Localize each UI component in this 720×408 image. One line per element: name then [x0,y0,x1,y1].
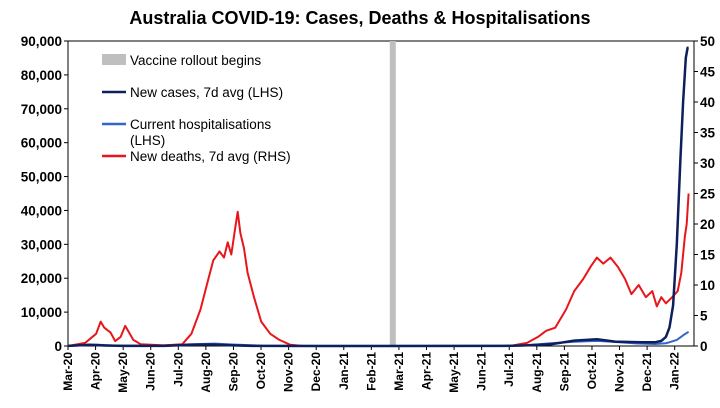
x-tick-label: Dec-20 [309,352,323,392]
legend-label-0: New cases, 7d avg (LHS) [130,85,283,100]
x-tick-label: Nov-21 [613,352,627,392]
x-axis: Mar-20 Apr-20 May-20 Jun-20 Jul-20 Aug-20 Sep-… [61,346,682,393]
left-y-axis: 0 10,000 20,000 30,000 40,000 50,000 60,000 70,… [21,34,68,354]
x-tick-label: Jan-22 [668,352,682,390]
vaccine-rollout-band [389,41,396,346]
left-tick-label: 20,000 [21,271,62,286]
left-tick-label: 80,000 [21,68,62,83]
chart-title: Australia COVID-19: Cases, Deaths & Hosp… [129,8,590,28]
series-line-0 [67,46,689,348]
x-tick-label: Jun-21 [475,352,489,391]
legend-swatch-vaccine [102,54,126,65]
x-tick-label: Oct-20 [254,352,268,390]
x-tick-label: Aug-20 [199,352,213,393]
right-tick-label: 50 [700,34,715,49]
legend-label-2: New deaths, 7d avg (RHS) [130,149,291,164]
x-tick-label: Mar-20 [61,352,75,391]
right-tick-label: 40 [700,95,715,110]
x-tick-label: Jan-21 [337,352,351,390]
right-tick-label: 30 [700,156,715,171]
right-tick-label: 10 [700,278,715,293]
right-tick-label: 5 [700,309,708,324]
x-tick-label: Oct-21 [585,352,599,390]
left-tick-label: 0 [54,339,62,354]
x-tick-label: Jul-20 [171,352,185,387]
right-tick-label: 35 [700,126,716,141]
right-tick-label: 0 [700,339,708,354]
x-tick-label: Feb-21 [364,352,378,391]
legend-label-1: Current hospitalisations [130,117,271,132]
x-tick-label: Apr-20 [89,352,103,390]
vaccine-rollout-marker [389,41,396,346]
x-tick-label: Aug-21 [530,352,544,393]
series-layer [67,46,690,348]
left-tick-label: 50,000 [21,170,62,185]
x-tick-label: May-21 [447,352,461,393]
right-tick-label: 20 [700,217,715,232]
left-tick-label: 70,000 [21,102,62,117]
left-tick-label: 60,000 [21,136,62,151]
left-tick-label: 30,000 [21,237,62,252]
x-tick-label: Sep-21 [557,352,571,392]
left-tick-label: 40,000 [21,203,62,218]
x-tick-label: Apr-21 [420,352,434,390]
left-tick-label: 10,000 [21,305,62,320]
legend-label-1: (LHS) [130,133,165,148]
x-tick-label: Nov-20 [282,352,296,392]
legend: Vaccine rollout begins New cases, 7d avg … [102,53,291,164]
legend-label-vaccine: Vaccine rollout begins [130,53,261,68]
x-tick-label: May-20 [116,352,130,393]
x-tick-label: Jun-20 [144,352,158,391]
right-y-axis: 0 5 10 15 20 25 30 35 40 45 50 [694,34,716,354]
x-tick-label: Mar-21 [392,352,406,391]
right-tick-label: 25 [700,187,716,202]
x-tick-label: Dec-21 [640,352,654,392]
right-tick-label: 45 [700,65,716,80]
left-tick-label: 90,000 [21,34,62,49]
x-tick-label: Jul-21 [502,352,516,387]
series-line-2 [67,193,690,347]
x-tick-label: Sep-20 [226,352,240,392]
right-tick-label: 15 [700,248,716,263]
